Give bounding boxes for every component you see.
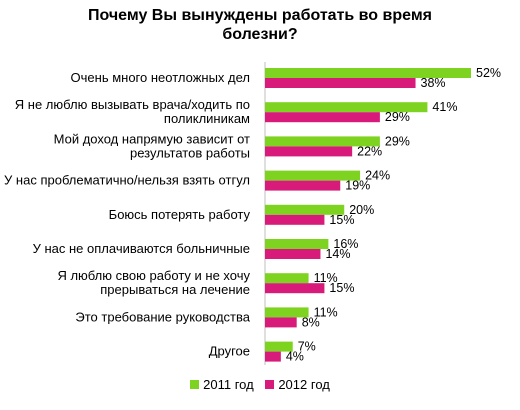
bar-2012 (265, 180, 341, 191)
data-label: 15% (329, 281, 354, 295)
data-label: 41% (432, 100, 457, 114)
data-label: 16% (333, 237, 358, 251)
data-label: 20% (349, 203, 374, 217)
bar-2012 (265, 78, 416, 88)
data-label: 4% (286, 350, 304, 364)
data-label: 19% (345, 179, 370, 193)
category-label: Я не люблю вызывать врача/ходить по полик… (15, 97, 250, 126)
bar-2012 (265, 249, 321, 259)
bar-2011 (265, 307, 309, 318)
data-label: 11% (314, 305, 338, 319)
category-label: Другое (209, 344, 250, 359)
data-label: 29% (385, 134, 410, 148)
data-label: 52% (476, 66, 501, 80)
bar-2012 (265, 283, 325, 294)
bar-2011 (265, 204, 345, 215)
data-label: 29% (385, 110, 410, 124)
legend-label-2011: 2011 год (203, 377, 254, 392)
data-label: 7% (298, 340, 316, 354)
category-label: Очень много неотложных дел (71, 70, 250, 85)
legend-swatch-2011 (190, 380, 200, 389)
bar-2012 (265, 351, 281, 362)
legend-swatch-2012 (265, 380, 275, 389)
category-label: Это требование руководства (75, 309, 250, 324)
data-label: 38% (421, 76, 446, 90)
bar-2011 (265, 68, 471, 78)
chart-title-line-1: Почему Вы вынуждены работать во время (87, 7, 432, 24)
bar-2011 (265, 136, 380, 147)
bar-2012 (265, 214, 325, 225)
bar-2012 (265, 146, 353, 157)
category-label: Я люблю свою работу и не хочу прерываться… (57, 268, 250, 297)
legend-label-2012: 2012 год (278, 377, 330, 392)
chart-title: Почему Вы вынуждены работать во время бо… (60, 6, 460, 44)
legend-item-2011: 2011 год (190, 377, 254, 392)
data-label: 15% (329, 213, 354, 227)
data-label: 11% (314, 271, 338, 285)
data-label: 8% (302, 315, 320, 329)
category-label: У нас проблематично/нельзя взять отгул (4, 173, 250, 188)
bar-2012 (265, 112, 380, 123)
data-label: 22% (357, 144, 382, 158)
bar-2011 (265, 341, 293, 352)
category-label: Мой доход напрямую зависит от результатов… (54, 131, 250, 160)
bar-2011 (265, 273, 309, 284)
legend-item-2012: 2012 год (265, 377, 330, 392)
category-label: У нас не оплачиваются больничные (33, 241, 250, 256)
bar-2011 (265, 239, 329, 249)
chart-title-line-2: болезни? (222, 26, 298, 43)
bar-2011 (265, 102, 428, 113)
category-label: Боюсь потерять работу (109, 207, 251, 222)
bar-2011 (265, 170, 361, 181)
bar-2012 (265, 317, 297, 328)
data-label: 14% (325, 247, 350, 261)
data-label: 24% (365, 169, 390, 183)
chart-legend: 2011 год 2012 год (0, 377, 520, 392)
